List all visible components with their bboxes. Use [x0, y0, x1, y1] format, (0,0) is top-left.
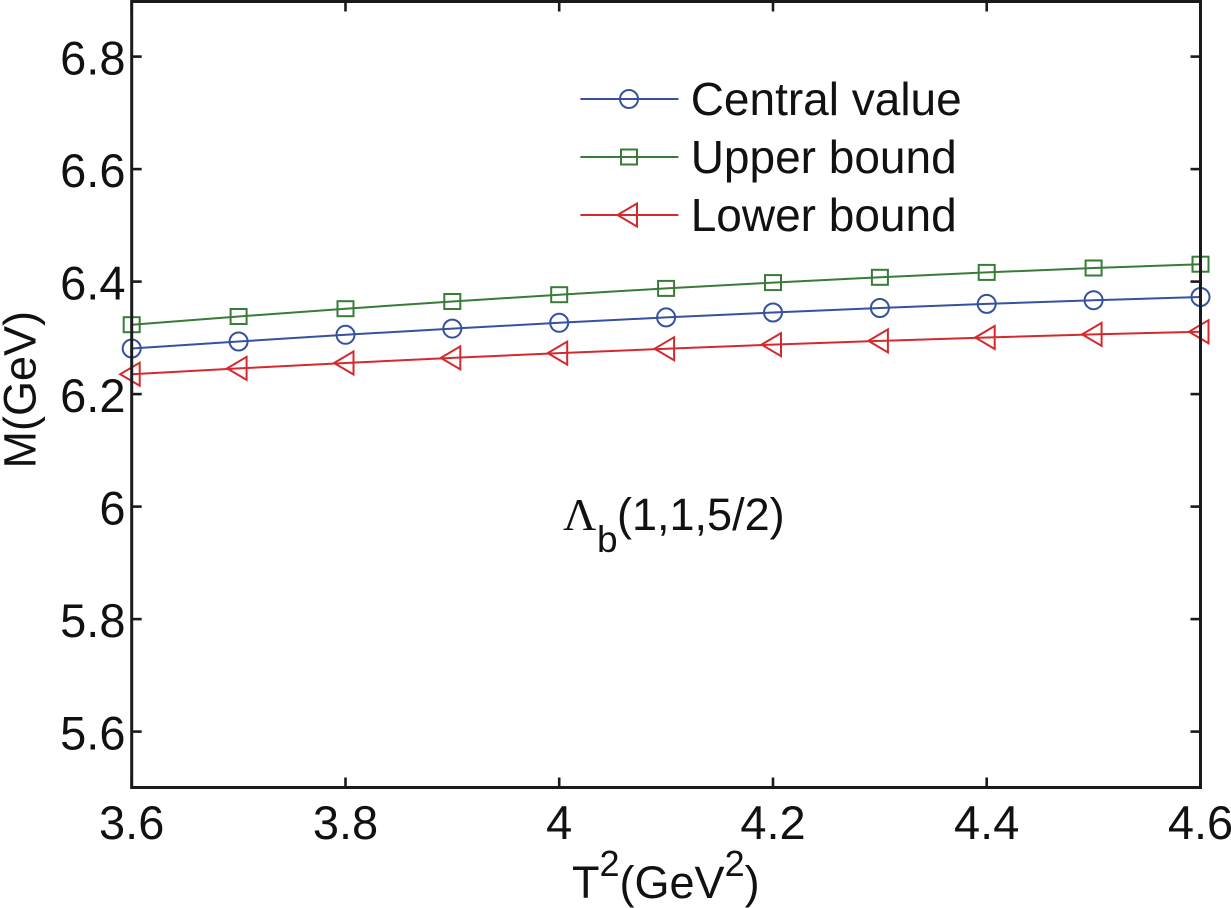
svg-text:Lower bound: Lower bound	[691, 189, 957, 241]
svg-text:3.6: 3.6	[99, 796, 164, 849]
svg-text:Upper bound: Upper bound	[691, 131, 957, 183]
svg-text:5.6: 5.6	[60, 707, 125, 760]
svg-text:4.4: 4.4	[954, 796, 1019, 849]
svg-text:Central value: Central value	[691, 73, 962, 125]
svg-text:5.8: 5.8	[60, 594, 125, 647]
svg-text:Λ: Λ	[563, 489, 596, 540]
svg-text:6.2: 6.2	[60, 369, 125, 422]
svg-text:3.8: 3.8	[313, 796, 378, 849]
svg-text:(1,1,5/2): (1,1,5/2)	[617, 489, 785, 540]
svg-text:6.8: 6.8	[60, 32, 125, 85]
svg-text:M(GeV): M(GeV)	[0, 311, 46, 469]
svg-text:6.6: 6.6	[60, 144, 125, 197]
svg-text:6: 6	[99, 482, 125, 535]
svg-text:4.2: 4.2	[740, 796, 805, 849]
svg-text:6.4: 6.4	[60, 257, 125, 310]
svg-text:4: 4	[546, 796, 572, 849]
svg-text:4.6: 4.6	[1168, 796, 1231, 849]
svg-text:b: b	[597, 519, 618, 560]
